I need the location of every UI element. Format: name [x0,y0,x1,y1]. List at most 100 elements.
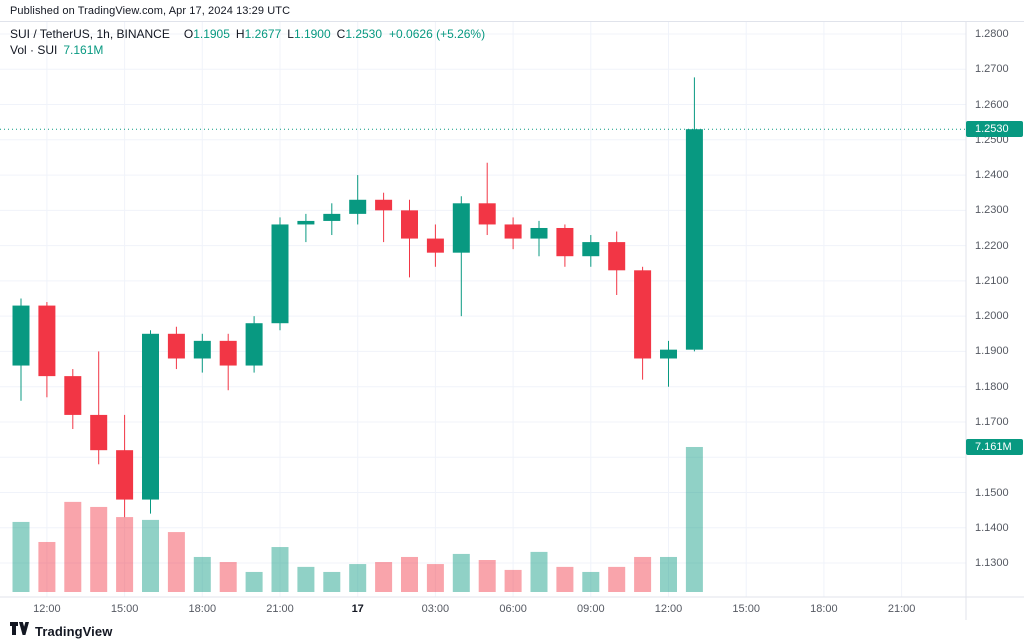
volume-bar [556,566,574,592]
volume-bar [193,556,211,592]
volume-bar [608,566,626,592]
time-axis-label: 15:00 [732,603,760,615]
candle [504,217,522,250]
candle [582,235,600,267]
brand-text: TradingView [35,623,113,639]
candle [38,302,56,398]
ohlc-value: 1.1905 [193,27,230,41]
volume-bar [375,562,393,592]
price-axis-label: 1.2000 [975,310,1009,323]
price-axis-label: 1.2800 [975,28,1009,40]
time-axis-label: 12:00 [654,603,683,615]
volume-bar [90,506,108,592]
symbol-title: SUI / TetherUS, 1h, BINANCE [10,27,170,41]
volume-bar [426,564,444,592]
candle [323,203,341,236]
time-axis-label: 06:00 [499,603,527,615]
ohlc-label: H [235,27,245,41]
candle [64,369,82,430]
volume-readout: Vol · SUI 7.161M [10,43,485,58]
price-axis-label: 1.1300 [975,557,1009,570]
time-axis[interactable]: 12:00 15:00 18:00 21:00 17 03:00 06:00 09:00 12:… [0,597,966,621]
candle [375,192,393,243]
header-bar: Published on TradingView.com, Apr 17, 20… [0,0,1024,22]
ohlc-label: L [287,27,294,41]
volume-value: 7.161M [63,43,104,57]
candle [452,196,470,317]
volume-bar [219,562,237,592]
ohlc-value: 1.2677 [244,27,282,41]
last-price-badge: 1.2530 [966,121,1023,138]
symbol-readout: SUI / TetherUS, 1h, BINANCE O1.1905 H1.267… [10,27,485,42]
price-axis-label: 1.1900 [975,345,1009,358]
price-axis-label: 1.1800 [975,380,1009,393]
candle [530,220,548,257]
volume-bar [245,571,263,592]
price-axis-label: 1.1400 [975,521,1009,534]
candle [90,351,108,465]
candle [660,340,677,387]
candle [271,217,289,331]
volume-bar [12,521,30,592]
price-axis-label: 1.2600 [975,98,1009,111]
candle [426,224,444,267]
price-axis-label: 1.2300 [975,204,1009,217]
volume-bar [297,566,315,592]
candle [556,224,574,267]
candle [245,316,263,373]
volume-bar [634,556,652,592]
volume-bar [323,571,341,592]
volume-bar [685,446,703,592]
volume-bar [349,564,367,592]
ohlc-label: C [336,27,346,41]
time-axis-label: 18:00 [810,603,838,615]
volume-bar [116,517,134,592]
volume-bar [64,501,82,592]
volume-bar [452,553,470,592]
ohlc-value: 1.2530 [345,27,383,41]
volume-bar [142,519,159,592]
ohlc-readout: O1.1905 H1.2677 L1.1900 C1.2530 [178,27,382,41]
volume-bar [504,569,522,592]
volume-bar [660,556,677,592]
volume-bar [38,541,56,592]
last-volume-badge: 7.161M [966,438,1023,455]
candle [297,213,315,243]
price-axis-label: 1.2100 [975,274,1009,287]
candle [167,326,185,370]
legend: SUI / TetherUS, 1h, BINANCE O1.1905 H1.267… [10,27,485,58]
price-axis-label: 1.2400 [975,169,1009,182]
volume-bar [401,556,418,592]
tradingview-logo[interactable]: TradingView [10,621,113,641]
time-axis-label: 03:00 [421,603,450,615]
price-axis-label: 1.2700 [975,63,1009,76]
time-axis-label: 15:00 [110,603,139,615]
time-axis-label: 21:00 [887,603,916,615]
change-value: +0.0626 (+5.26%) [389,27,486,41]
candle [608,231,626,295]
ohlc-value: 1.1900 [293,27,331,41]
volume-label: Vol · SUI [10,43,58,57]
time-axis-label: 18:00 [188,603,217,615]
tradingview-logo-icon [10,621,29,641]
candle [142,330,159,514]
ohlc-label: O [183,27,194,41]
price-axis-label: 1.2200 [975,239,1009,252]
price-axis[interactable]: 1.2800 1.2700 1.2600 1.2500 1.2400 1.2300 1.22… [966,22,1024,597]
volume-bar [530,551,548,592]
candle [12,298,30,401]
footer: TradingView [10,621,112,641]
published-note: Published on TradingView.com, Apr 17, 20… [10,5,291,17]
price-axis-label: 1.1500 [975,486,1009,499]
time-axis-label: 12:00 [33,603,61,615]
candles-layer [12,77,703,518]
candle [478,162,496,236]
price-axis-label: 1.1700 [975,415,1009,428]
grid [0,22,966,597]
volume-bar [271,547,289,592]
candle [685,77,703,352]
time-axis-label: 17 [351,603,364,615]
candle [116,414,134,518]
time-axis-label: 21:00 [266,603,294,615]
